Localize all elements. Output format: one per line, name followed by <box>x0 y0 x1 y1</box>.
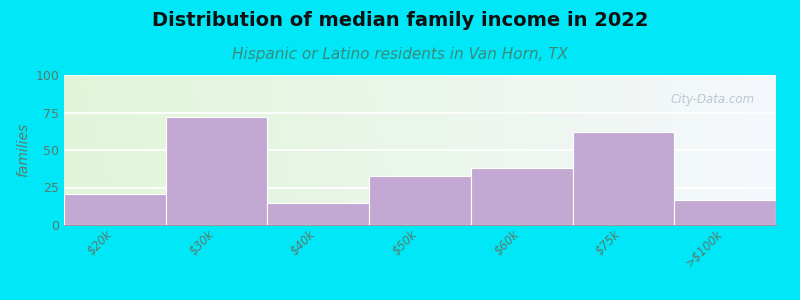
Bar <box>369 176 471 225</box>
Y-axis label: families: families <box>16 123 30 177</box>
Bar <box>267 202 369 225</box>
Bar <box>64 194 166 225</box>
Text: Distribution of median family income in 2022: Distribution of median family income in … <box>152 11 648 29</box>
Text: City-Data.com: City-Data.com <box>670 93 754 106</box>
Bar <box>573 132 674 225</box>
Text: Hispanic or Latino residents in Van Horn, TX: Hispanic or Latino residents in Van Horn… <box>232 46 568 62</box>
Bar <box>166 117 267 225</box>
Bar <box>674 200 776 225</box>
Bar <box>471 168 573 225</box>
